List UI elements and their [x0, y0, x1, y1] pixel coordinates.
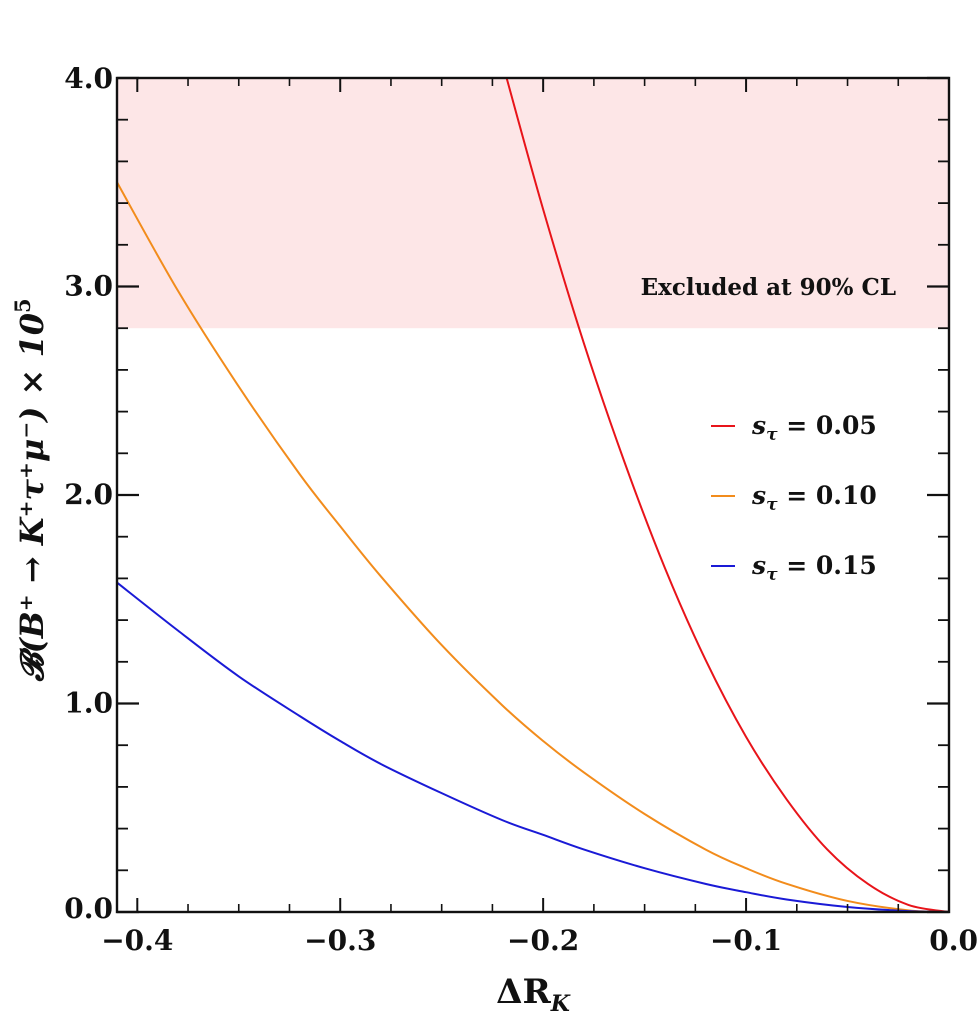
x-tick-labels: −0.4 −0.3 −0.2 −0.1 0.0 — [101, 924, 978, 957]
series-line — [116, 581, 950, 913]
x-axis-title-main: ΔR — [496, 972, 551, 1012]
legend-entry: sτ = 0.05 — [711, 411, 877, 445]
y-tick-label: 4.0 — [64, 62, 113, 95]
x-tick-label: −0.2 — [507, 924, 579, 957]
y-tick-label: 3.0 — [64, 270, 113, 303]
legend-symbol: s — [751, 551, 766, 580]
legend-label: sτ = 0.15 — [751, 551, 877, 585]
legend-symbol: s — [751, 481, 766, 510]
legend-subscript: τ — [766, 565, 778, 585]
x-axis-title-sub: K — [550, 991, 571, 1017]
legend-entry: sτ = 0.10 — [711, 481, 877, 515]
series-layer — [116, 77, 950, 913]
y-axis-title-main: 𝓑(B⁺ → K⁺τ⁺μ⁻) × 10 — [13, 313, 51, 683]
legend-value: = 0.10 — [778, 481, 877, 510]
excluded-region — [117, 78, 949, 329]
legend-label: sτ = 0.10 — [751, 481, 877, 515]
x-tick-label: −0.4 — [101, 924, 173, 957]
y-tick-labels: 0.0 1.0 2.0 3.0 4.0 — [64, 62, 113, 925]
legend-subscript: τ — [766, 425, 778, 445]
legend-label: sτ = 0.05 — [751, 411, 877, 445]
legend-entry: sτ = 0.15 — [711, 551, 877, 585]
y-axis-title-sup: 5 — [10, 298, 35, 313]
x-tick-label: −0.1 — [710, 924, 782, 957]
series-line — [116, 181, 950, 913]
series-line — [505, 77, 950, 913]
y-tick-label: 0.0 — [64, 892, 113, 925]
x-axis-title: ΔRK — [496, 972, 571, 1017]
y-tick-label: 1.0 — [64, 687, 113, 720]
legend-symbol: s — [751, 411, 766, 440]
y-tick-label: 2.0 — [64, 478, 113, 511]
x-tick-label: 0.0 — [929, 924, 978, 957]
tick-layer — [117, 76, 950, 914]
legend-value: = 0.05 — [778, 411, 877, 440]
legend-subscript: τ — [766, 495, 778, 515]
legend-value: = 0.15 — [778, 551, 877, 580]
legend: sτ = 0.05 sτ = 0.10 sτ = 0.15 — [711, 411, 877, 585]
x-tick-label: −0.3 — [304, 924, 376, 957]
y-axis-title: 𝓑(B⁺ → K⁺τ⁺μ⁻) × 105 — [10, 298, 51, 682]
excluded-region-label: Excluded at 90% CL — [641, 274, 896, 301]
